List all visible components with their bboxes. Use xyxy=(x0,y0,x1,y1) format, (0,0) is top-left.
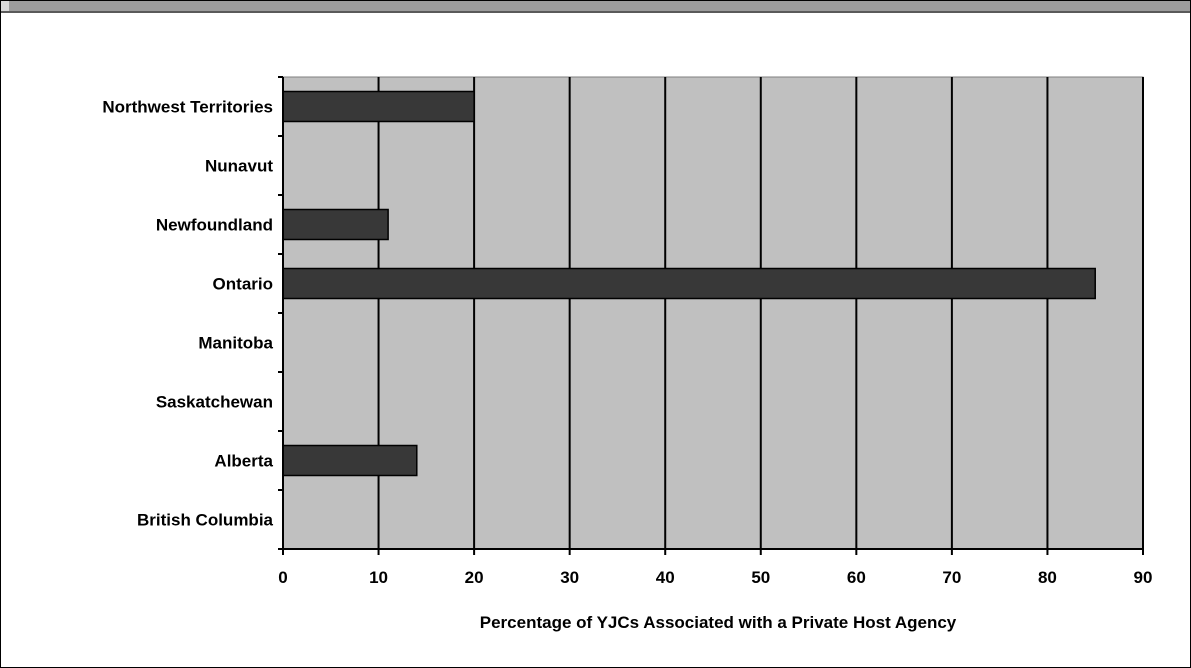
x-tick-label: 50 xyxy=(751,568,770,587)
category-label: Nunavut xyxy=(205,157,273,176)
x-tick-label: 60 xyxy=(847,568,866,587)
x-tick-label: 70 xyxy=(942,568,961,587)
x-axis-title: Percentage of YJCs Associated with a Pri… xyxy=(480,613,957,632)
x-tick-label: 90 xyxy=(1134,568,1153,587)
x-tick-label: 10 xyxy=(369,568,388,587)
category-label: British Columbia xyxy=(137,511,274,530)
category-label: Saskatchewan xyxy=(156,393,273,412)
bar xyxy=(282,444,418,477)
top-border-corner xyxy=(1,1,9,11)
x-axis-ticks xyxy=(282,549,1144,555)
bar xyxy=(282,90,475,123)
top-border-bar xyxy=(1,1,1190,13)
bar xyxy=(282,208,389,241)
plot-area xyxy=(282,76,1144,550)
category-label: Alberta xyxy=(214,452,273,471)
bar xyxy=(282,267,1096,300)
x-tick-labels: 0 10 20 30 40 50 60 70 80 90 xyxy=(278,568,1152,587)
x-tick-label: 0 xyxy=(278,568,287,587)
x-tick-label: 30 xyxy=(560,568,579,587)
category-label: Manitoba xyxy=(198,334,273,353)
x-tick-label: 20 xyxy=(465,568,484,587)
bars xyxy=(282,90,1096,477)
x-tick-label: 80 xyxy=(1038,568,1057,587)
category-labels: Northwest Territories Nunavut Newfoundland… xyxy=(102,98,273,530)
category-label: Newfoundland xyxy=(156,216,273,235)
x-tick-label: 40 xyxy=(656,568,675,587)
category-label: Northwest Territories xyxy=(102,98,273,117)
category-label: Ontario xyxy=(213,275,273,294)
